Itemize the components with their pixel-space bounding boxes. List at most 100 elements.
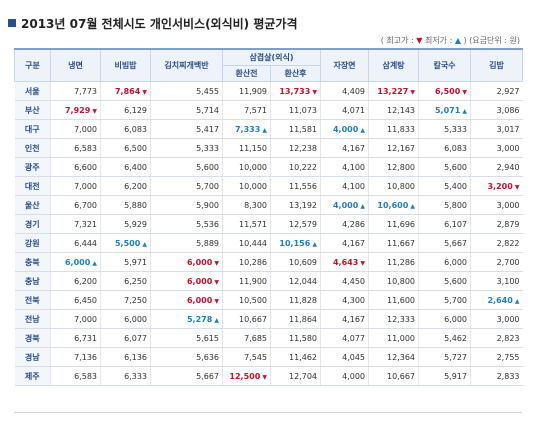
- price-cell: 11,580: [270, 328, 321, 348]
- price-cell: 3,000: [470, 138, 523, 158]
- table-row: 부산7,9296,1295,7147,57111,0734,07112,1435…: [14, 100, 523, 120]
- region-cell: 인천: [14, 138, 51, 158]
- region-cell: 대전: [14, 176, 51, 196]
- price-cell: 6,136: [100, 347, 151, 367]
- price-cell: 7,333: [222, 119, 271, 139]
- price-cell: 10,609: [270, 252, 321, 272]
- price-cell: 6,500: [100, 138, 151, 158]
- price-cell: 10,444: [222, 233, 271, 253]
- price-cell: 2,927: [470, 81, 523, 101]
- price-cell: 4,300: [320, 290, 369, 310]
- price-cell: 6,200: [50, 271, 101, 291]
- legend-suffix: ) (요금단위 : 원): [460, 36, 521, 45]
- price-cell: 5,333: [150, 138, 223, 158]
- price-cell: 7,250: [100, 290, 151, 310]
- price-cell: 5,417: [150, 119, 223, 139]
- price-cell: 3,100: [470, 271, 523, 291]
- price-cell: 11,462: [270, 347, 321, 367]
- price-cell: 3,000: [470, 195, 523, 215]
- price-cell: 3,086: [470, 100, 523, 120]
- price-cell: 4,167: [320, 233, 369, 253]
- price-cell: 5,929: [100, 214, 151, 234]
- price-cell: 5,700: [150, 176, 223, 196]
- price-cell: 7,571: [222, 100, 271, 120]
- price-cell: 7,929: [50, 100, 101, 120]
- price-cell: 2,823: [470, 328, 523, 348]
- region-cell: 전남: [14, 309, 51, 329]
- high-price-icon: ▼: [416, 36, 423, 45]
- header-region: 구분: [14, 48, 51, 82]
- table-row: 경기 7,321 5,929 5,536 11,571 12,579 4,286 11,696…: [14, 214, 523, 234]
- table-row: 전남7,0006,0005,27810,66711,8644,16712,333…: [14, 309, 523, 329]
- price-cell: 4,077: [320, 328, 369, 348]
- price-cell: 12,579: [270, 214, 321, 234]
- price-cell: 3,200: [470, 176, 523, 196]
- table-row: 광주 6,600 6,400 5,600 10,000 10,222 4,100 12,800…: [14, 157, 523, 177]
- price-cell: 6,583: [50, 366, 101, 386]
- price-cell: 7,685: [222, 328, 271, 348]
- bottom-divider: [14, 412, 522, 413]
- price-cell: 11,000: [368, 328, 419, 348]
- price-cell: 5,455: [150, 81, 223, 101]
- price-cell: 4,167: [320, 309, 369, 329]
- price-cell: 4,000: [320, 195, 369, 215]
- price-cell: 7,000: [50, 309, 101, 329]
- price-cell: 7,545: [222, 347, 271, 367]
- price-cell: 5,600: [418, 271, 471, 291]
- price-cell: 11,696: [368, 214, 419, 234]
- price-cell: 2,879: [470, 214, 523, 234]
- header-before-conversion: 환산전: [222, 65, 271, 82]
- price-cell: 11,864: [270, 309, 321, 329]
- legend-prefix: ( 최고가 :: [380, 36, 417, 45]
- price-cell: 11,909: [222, 81, 271, 101]
- price-cell: 11,900: [222, 271, 271, 291]
- header-samgyeopsal: 삼겹살(외식): [222, 48, 321, 66]
- price-cell: 13,192: [270, 195, 321, 215]
- header-samgyetang: 삼계탕: [368, 48, 419, 82]
- table-row: 제주6,5836,3335,66712,50012,7044,00010,667…: [14, 366, 523, 386]
- price-cell: 5,278: [150, 309, 223, 329]
- price-cell: 6,700: [50, 195, 101, 215]
- price-cell: 11,073: [270, 100, 321, 120]
- price-cell: 5,615: [150, 328, 223, 348]
- region-cell: 제주: [14, 366, 51, 386]
- region-cell: 서울: [14, 81, 51, 101]
- price-cell: 6,083: [418, 138, 471, 158]
- price-cell: 6,250: [100, 271, 151, 291]
- price-cell: 10,667: [222, 309, 271, 329]
- price-cell: 4,643: [320, 252, 369, 272]
- price-cell: 10,156: [270, 233, 321, 253]
- price-cell: 10,600: [368, 195, 419, 215]
- price-cell: 6,500: [418, 81, 471, 101]
- header-kalguksu: 칼국수: [418, 48, 471, 82]
- price-cell: 6,600: [50, 157, 101, 177]
- price-cell: 4,286: [320, 214, 369, 234]
- price-cell: 4,409: [320, 81, 369, 101]
- table-row: 대구7,0006,0835,4177,33311,5814,00011,8335…: [14, 119, 523, 139]
- price-cell: 2,640: [470, 290, 523, 310]
- price-cell: 10,800: [368, 271, 419, 291]
- price-cell: 4,100: [320, 176, 369, 196]
- price-cell: 5,333: [418, 119, 471, 139]
- region-cell: 부산: [14, 100, 51, 120]
- price-cell: 5,889: [150, 233, 223, 253]
- price-cell: 5,667: [418, 233, 471, 253]
- price-cell: 6,129: [100, 100, 151, 120]
- header-jajangmyeon: 자장면: [320, 48, 369, 82]
- price-table: 구분 냉면 비빔밥 김치찌개백반 삼겹살(외식) 자장면 삼계탕 칼국수 김밥 …: [14, 48, 523, 386]
- price-cell: 11,150: [222, 138, 271, 158]
- price-cell: 10,222: [270, 157, 321, 177]
- price-cell: 4,450: [320, 271, 369, 291]
- price-cell: 10,286: [222, 252, 271, 272]
- price-cell: 12,500: [222, 366, 271, 386]
- table-row: 인천 6,583 6,500 5,333 11,150 12,238 4,167 12,167…: [14, 138, 523, 158]
- price-cell: 7,864: [100, 81, 151, 101]
- price-cell: 13,227: [368, 81, 419, 101]
- region-cell: 전북: [14, 290, 51, 310]
- price-cell: 11,828: [270, 290, 321, 310]
- price-cell: 10,800: [368, 176, 419, 196]
- header-gimbap: 김밥: [470, 48, 523, 82]
- header-kimchi-jjigae: 김치찌개백반: [150, 48, 223, 82]
- title-bullet-icon: [8, 19, 16, 27]
- region-cell: 강원: [14, 233, 51, 253]
